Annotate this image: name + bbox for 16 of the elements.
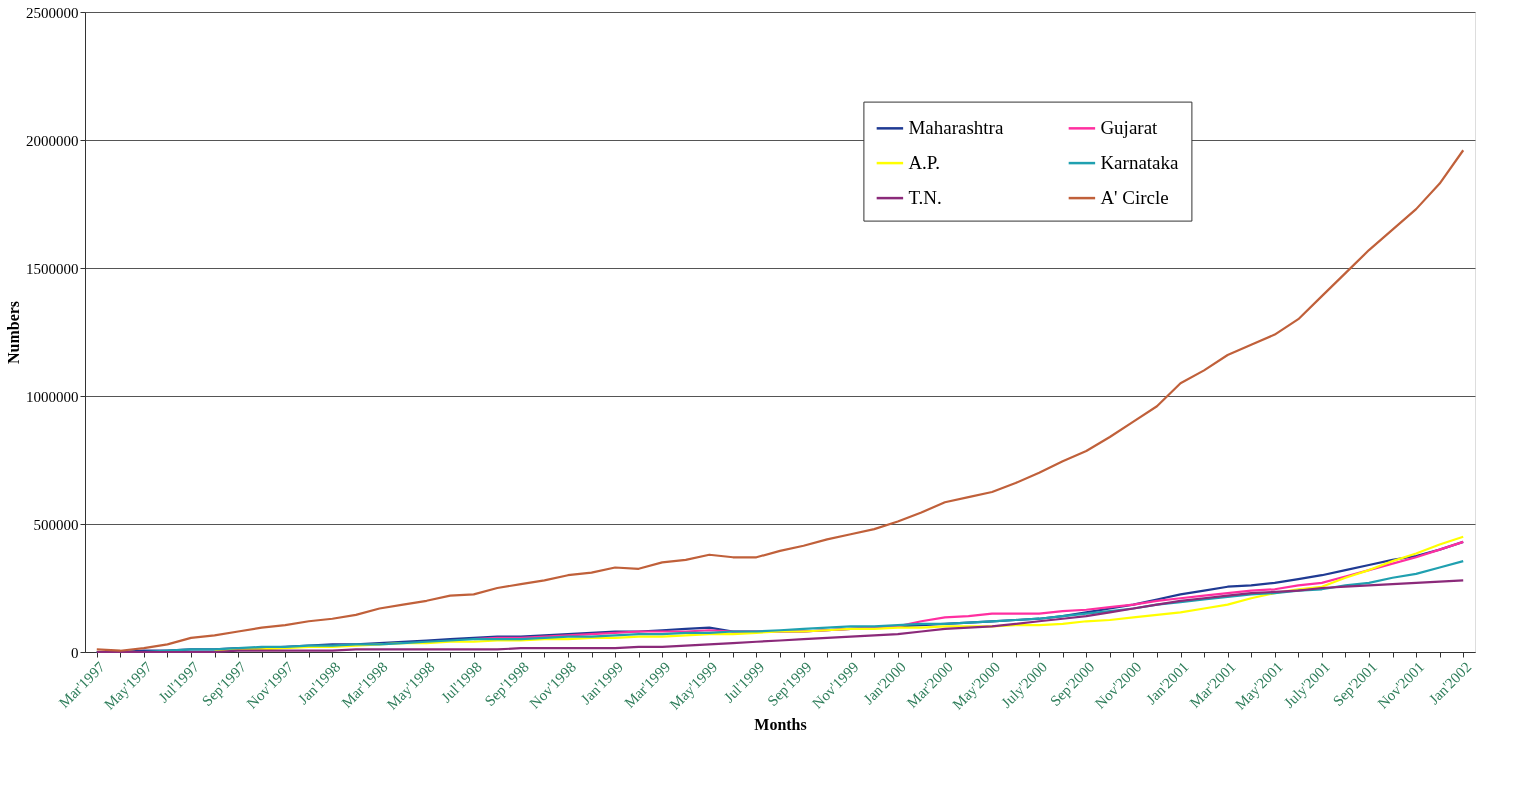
legend-label: A.P. xyxy=(908,152,941,174)
y-tick-label: 1000000 xyxy=(26,388,79,405)
y-axis-title: Numbers xyxy=(5,300,22,365)
y-tick-label: 500000 xyxy=(33,516,79,533)
y-tick-label: 0 xyxy=(71,644,79,661)
line-series xyxy=(95,149,1465,652)
y-tick-label: 1500000 xyxy=(26,260,79,277)
y-tick-label: 2500000 xyxy=(26,4,79,21)
legend-label: T.N. xyxy=(908,187,942,209)
y-tick-label: 2000000 xyxy=(26,132,79,149)
line-series xyxy=(95,579,1465,654)
x-axis-title: Months xyxy=(754,715,807,733)
legend-label: Maharashtra xyxy=(908,117,1004,139)
legend-label: A' Circle xyxy=(1100,187,1169,209)
legend-label: Karnataka xyxy=(1100,152,1180,174)
legend-label: Gujarat xyxy=(1100,117,1159,139)
